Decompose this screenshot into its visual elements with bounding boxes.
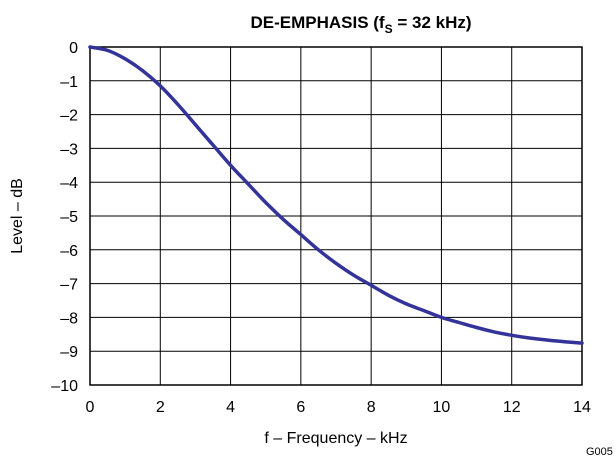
x-tick-label: 0 xyxy=(86,399,95,416)
y-tick-label: –1 xyxy=(60,74,78,91)
y-tick-label: –4 xyxy=(60,175,78,192)
y-tick-label: –3 xyxy=(60,141,78,158)
x-tick-label: 10 xyxy=(433,399,451,416)
title-main: DE-EMPHASIS (f xyxy=(250,13,384,32)
title-suffix: = 32 kHz) xyxy=(393,13,472,32)
y-tick-label: –10 xyxy=(51,378,78,395)
chart-title: DE-EMPHASIS (fS = 32 kHz) xyxy=(250,13,471,36)
x-tick-labels: 0 2 4 6 8 10 12 14 xyxy=(86,399,591,416)
x-tick-label: 14 xyxy=(573,399,591,416)
y-tick-label: 0 xyxy=(69,40,78,57)
series-line xyxy=(88,45,584,345)
figure-code: G005 xyxy=(586,446,613,458)
plot-frame xyxy=(89,46,583,386)
x-axis-label: f – Frequency – kHz xyxy=(264,430,407,447)
y-tick-label: –6 xyxy=(60,243,78,260)
x-tick-label: 4 xyxy=(226,399,235,416)
y-tick-labels: 0 –1 –2 –3 –4 –5 –6 –7 –8 –9 –10 xyxy=(51,40,78,395)
y-axis-label: Level – dB xyxy=(9,178,26,254)
y-tick-label: –5 xyxy=(60,209,78,226)
x-tick-label: 6 xyxy=(296,399,305,416)
x-tick-label: 2 xyxy=(156,399,165,416)
y-tick-label: –9 xyxy=(60,344,78,361)
title-subscript: S xyxy=(385,22,393,36)
y-tick-label: –2 xyxy=(60,108,78,125)
y-tick-label: –7 xyxy=(60,277,78,294)
x-tick-label: 8 xyxy=(367,399,376,416)
y-tick-label: –8 xyxy=(60,310,78,327)
x-tick-label: 12 xyxy=(503,399,521,416)
